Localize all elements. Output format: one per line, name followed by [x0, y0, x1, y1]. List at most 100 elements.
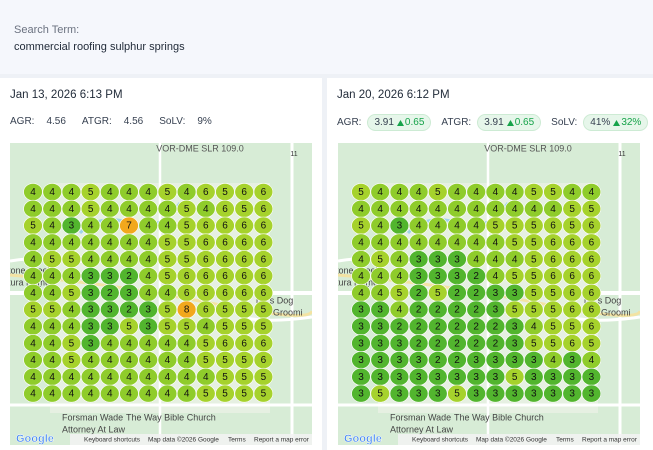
rank-label: 4	[397, 187, 403, 198]
rank-label: 6	[222, 221, 228, 232]
rank-label: 3	[69, 221, 75, 232]
rank-label: 5	[203, 338, 209, 349]
rank-label: 3	[493, 372, 499, 383]
rank-label: 2	[473, 271, 479, 282]
rank-label: 5	[203, 355, 209, 366]
rank-label: 4	[126, 204, 132, 215]
rank-label: 6	[203, 238, 209, 249]
rank-label: 5	[358, 221, 364, 232]
rank-label: 5	[165, 238, 171, 249]
rank-label: 5	[241, 372, 247, 383]
rank-label: 4	[358, 271, 364, 282]
rank-label: 5	[222, 187, 228, 198]
rank-label: 4	[30, 372, 36, 383]
rank-pin	[389, 384, 410, 403]
metric-delta: 32%	[613, 117, 641, 128]
rank-label: 6	[569, 254, 575, 265]
search-card: Search Term: commercial roofing sulphur …	[0, 0, 653, 74]
rank-label: 3	[569, 372, 575, 383]
rank-label: 4	[145, 204, 151, 215]
rank-label: 4	[49, 322, 55, 333]
rank-label: 6	[261, 355, 267, 366]
rank-label: 6	[261, 338, 267, 349]
rank-label: 4	[49, 372, 55, 383]
rank-label: 4	[69, 389, 75, 400]
map-footer-bg	[398, 434, 640, 445]
metric-label: AGR:	[337, 117, 362, 128]
rank-pin	[408, 384, 429, 403]
rank-pin	[234, 384, 254, 403]
rank-label: 5	[377, 389, 383, 400]
map-footer-link: Report a map error	[254, 437, 310, 444]
rank-label: 3	[550, 372, 556, 383]
rank-label: 4	[30, 204, 36, 215]
rank-label: 4	[107, 389, 113, 400]
rank-label: 3	[88, 322, 94, 333]
rank-label: 4	[30, 288, 36, 299]
rank-pin	[504, 384, 525, 403]
rank-label: 4	[416, 187, 422, 198]
rank-label: 3	[493, 288, 499, 299]
rank-label: 4	[30, 187, 36, 198]
metric-label: SoLV:	[159, 116, 186, 127]
rank-label: 4	[145, 389, 151, 400]
rank-label: 4	[88, 254, 94, 265]
rank-label: 5	[550, 288, 556, 299]
rank-label: 3	[454, 271, 460, 282]
rank-label: 4	[145, 238, 151, 249]
rank-label: 6	[222, 254, 228, 265]
rank-label: 2	[126, 271, 132, 282]
rank-label: 6	[261, 254, 267, 265]
rank-pin	[447, 384, 467, 403]
rank-label: 6	[203, 221, 209, 232]
rank-label: 4	[454, 221, 460, 232]
map-label: VOR-DME SLR 109.0	[484, 143, 572, 153]
rank-label: 2	[435, 338, 441, 349]
rank-label: 3	[88, 288, 94, 299]
date: Jan 20, 2026 6:12 PM	[337, 89, 450, 101]
rank-label: 3	[397, 355, 403, 366]
rank-label: 5	[531, 338, 537, 349]
rank-label: 5	[184, 221, 190, 232]
rank-label: 6	[184, 288, 190, 299]
rank-label: 4	[473, 254, 479, 265]
map-footer-link: Keyboard shortcuts	[84, 437, 141, 444]
rank-label: 5	[165, 271, 171, 282]
rank-label: 3	[589, 389, 595, 400]
map-footer-link: Terms	[556, 437, 574, 444]
metric-label: ATGR:	[81, 116, 112, 127]
metric-value-box: 3.91 0.65	[367, 114, 432, 131]
rank-label: 2	[454, 322, 460, 333]
rank-label: 5	[569, 221, 575, 232]
metric: SoLV: 41% 32%	[551, 114, 649, 131]
rank-label: 6	[241, 288, 247, 299]
rank-label: 4	[145, 187, 151, 198]
rank-label: 6	[261, 204, 267, 215]
rank-label: 2	[397, 322, 403, 333]
rank-label: 4	[493, 254, 499, 265]
rank-label: 5	[69, 288, 75, 299]
rank-label: 4	[203, 372, 209, 383]
rank-label: 5	[88, 204, 94, 215]
rank-label: 4	[49, 355, 55, 366]
rank-label: 3	[358, 389, 364, 400]
metric: SoLV: 9%	[159, 114, 218, 129]
metric-delta-value: 0.65	[404, 117, 425, 128]
rank-label: 6	[241, 238, 247, 249]
rank-label: 4	[69, 187, 75, 198]
map: VOR-DME SLR 109.0tone Creektura Homehie'…	[10, 143, 312, 445]
rank-label: 6	[589, 288, 595, 299]
search-term: commercial roofing sulphur springs	[14, 41, 185, 53]
rank-label: 4	[88, 238, 94, 249]
rank-label: 4	[49, 238, 55, 249]
rank-label: 6	[550, 238, 556, 249]
rank-label: 6	[241, 338, 247, 349]
metric: AGR: 3.91 0.65	[337, 114, 432, 131]
rank-label: 3	[126, 288, 132, 299]
rank-pin	[61, 384, 82, 403]
rank-label: 6	[569, 238, 575, 249]
rank-label: 4	[30, 271, 36, 282]
rank-label: 6	[261, 288, 267, 299]
rank-label: 3	[107, 271, 113, 282]
rank-pin	[351, 384, 371, 403]
